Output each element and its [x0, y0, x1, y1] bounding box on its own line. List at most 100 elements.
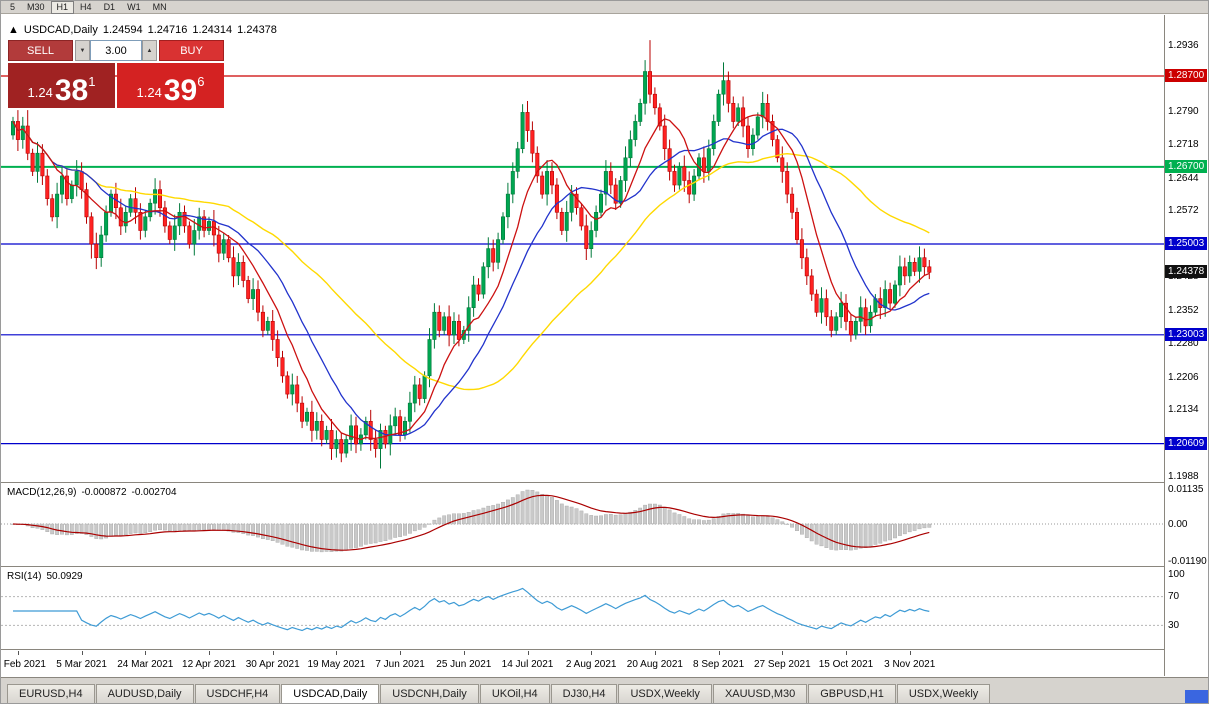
- chart-up-icon: ▲: [8, 24, 19, 36]
- date-axis-label: 12 Apr 2021: [182, 659, 236, 670]
- timeframe-button-w1[interactable]: W1: [127, 1, 141, 12]
- price-axis-label: 1.2936: [1168, 40, 1199, 51]
- buy-price-prefix: 1.24: [136, 85, 162, 100]
- sell-price-pipette: 1: [88, 74, 96, 89]
- timeframe-button-h1[interactable]: H1: [50, 1, 75, 14]
- date-axis-label: 3 Nov 2021: [884, 659, 936, 670]
- date-tick: [527, 651, 529, 655]
- scroll-corner: [1185, 690, 1208, 703]
- date-tick: [718, 651, 720, 655]
- volume-increase-icon[interactable]: ▲: [142, 40, 157, 61]
- one-click-trade-panel: SELL ▼ 3.00 ▲ BUY 1.24 38 1 1.24 39 6: [8, 40, 224, 108]
- timeframe-button-h4[interactable]: H4: [80, 1, 92, 12]
- price-axis-label: 1.2718: [1168, 139, 1199, 150]
- panel-splitter[interactable]: [1, 482, 1208, 483]
- date-tick: [463, 651, 465, 655]
- date-axis-label: 2 Aug 2021: [565, 659, 617, 670]
- timeframe-button-m30[interactable]: M30: [27, 1, 45, 12]
- macd-title: MACD(12,26,9): [7, 487, 77, 498]
- chart-tab-usdcad-daily[interactable]: USDCAD,Daily: [281, 684, 380, 703]
- price-axis-label: 1.2134: [1168, 404, 1199, 415]
- price-axis-label: 1.2644: [1168, 173, 1199, 184]
- date-tick: [591, 651, 593, 655]
- volume-input[interactable]: 3.00: [90, 40, 142, 61]
- date-axis-label: 14 Jul 2021: [501, 659, 554, 670]
- chart-ohlc-info: ▲ USDCAD,Daily 1.24594 1.24716 1.24314 1.2437…: [8, 24, 282, 36]
- buy-quote-panel[interactable]: 1.24 39 6: [117, 63, 224, 108]
- volume-decrease-icon[interactable]: ▼: [75, 40, 90, 61]
- date-axis-label: 15 Oct 2021: [818, 659, 874, 670]
- rsi-value: 50.0929: [46, 571, 83, 582]
- date-axis-label: 15 Feb 2021: [1, 659, 46, 670]
- chart-tab-usdchf-h4[interactable]: USDCHF,H4: [194, 684, 281, 703]
- rsi-axis-label: 100: [1168, 569, 1185, 580]
- rsi-axis-label: 70: [1168, 591, 1180, 602]
- current-price-badge: 1.24378: [1165, 265, 1208, 278]
- date-axis-label: 25 Jun 2021: [436, 659, 492, 670]
- rsi-indicator-canvas[interactable]: [1, 567, 1164, 649]
- chart-tab-dj30-h4[interactable]: DJ30,H4: [550, 684, 618, 703]
- price-axis-label: 1.2352: [1168, 305, 1199, 316]
- sell-price-big: 38: [54, 73, 89, 107]
- macd-signal-value: -0.002704: [131, 487, 177, 498]
- date-tick: [400, 651, 402, 655]
- price-axis-label: 1.2206: [1168, 372, 1199, 383]
- date-tick: [145, 651, 147, 655]
- date-axis-label: 24 Mar 2021: [117, 659, 174, 670]
- sell-button[interactable]: SELL: [8, 40, 73, 61]
- macd-value: -0.000872: [81, 487, 127, 498]
- date-axis-label: 7 Jun 2021: [375, 659, 425, 670]
- chart-tab-xauusd-m30[interactable]: XAUUSD,M30: [712, 684, 808, 703]
- rsi-axis-label: 30: [1168, 620, 1180, 631]
- timeframe-button-mn[interactable]: MN: [152, 1, 167, 12]
- sell-quote-panel[interactable]: 1.24 38 1: [8, 63, 115, 108]
- rsi-title: RSI(14): [7, 571, 42, 582]
- price-axis-label: 1.2572: [1168, 205, 1199, 216]
- date-axis-label: 19 May 2021: [307, 659, 366, 670]
- price-axis-label: 1.2790: [1168, 106, 1199, 117]
- date-tick: [654, 651, 656, 655]
- chart-symbol-label: USDCAD,Daily: [23, 24, 98, 36]
- date-tick: [846, 651, 847, 655]
- chart-tab-audusd-daily[interactable]: AUDUSD,Daily: [95, 684, 194, 703]
- chart-tab-usdx-weekly[interactable]: USDX,Weekly: [618, 684, 712, 703]
- macd-axis-label: 0.00: [1168, 519, 1188, 530]
- ohlc-open: 1.24594: [102, 24, 143, 36]
- macd-indicator-label: MACD(12,26,9) -0.000872 -0.002704: [7, 487, 182, 498]
- date-axis: 15 Feb 2021 5 Mar 2021 24 Mar 2021 12 Apr 2…: [1, 651, 1164, 676]
- chart-tab-ukoil-h4[interactable]: UKOil,H4: [479, 684, 550, 703]
- level-price-badge: 1.20609: [1165, 437, 1208, 450]
- timeframe-button-m5[interactable]: 5: [10, 1, 16, 12]
- panel-splitter[interactable]: [1, 566, 1208, 567]
- date-axis-label: 8 Sep 2021: [693, 659, 745, 670]
- date-tick: [336, 651, 338, 655]
- chart-tab-bar: EURUSD,H4 AUDUSD,Daily USDCHF,H4 USDCAD,Dai…: [1, 677, 1208, 703]
- level-price-badge: 1.28700: [1165, 69, 1208, 82]
- timeframe-button-d1[interactable]: D1: [103, 1, 116, 12]
- chart-tab-usdcnh-daily[interactable]: USDCNH,Daily: [380, 684, 479, 703]
- date-tick: [81, 651, 83, 655]
- level-price-badge: 1.26700: [1165, 160, 1208, 173]
- macd-axis-label: -0.01190: [1168, 556, 1207, 567]
- ohlc-close: 1.24378: [237, 24, 277, 36]
- level-price-badge: 1.23003: [1165, 328, 1208, 341]
- chart-tab-eurusd-h4[interactable]: EURUSD,H4: [7, 684, 95, 703]
- price-chart-canvas[interactable]: [1, 15, 1164, 481]
- date-axis-label: 30 Apr 2021: [245, 659, 300, 670]
- level-price-badge: 1.25003: [1165, 237, 1208, 250]
- buy-button[interactable]: BUY: [159, 40, 224, 61]
- chart-tab-usdx-weekly[interactable]: USDX,Weekly: [896, 684, 991, 703]
- price-axis-label: 1.1988: [1168, 471, 1199, 482]
- panel-splitter[interactable]: [1, 649, 1208, 650]
- price-axis[interactable]: 1.29361.27901.27181.26441.25721.25001.24…: [1165, 15, 1208, 676]
- macd-indicator-canvas[interactable]: [1, 483, 1164, 565]
- chart-tab-gbpusd-h1[interactable]: GBPUSD,H1: [808, 684, 896, 703]
- rsi-indicator-label: RSI(14) 50.0929: [7, 571, 88, 582]
- buy-price-big: 39: [163, 73, 198, 107]
- date-axis-label: 20 Aug 2021: [626, 659, 683, 670]
- price-axis-label: 1.2280: [1168, 338, 1199, 349]
- volume-spinner: ▼ 3.00 ▲: [75, 40, 157, 61]
- macd-axis-label: 0.01135: [1168, 484, 1204, 495]
- date-tick: [272, 651, 274, 655]
- date-tick: [209, 651, 210, 655]
